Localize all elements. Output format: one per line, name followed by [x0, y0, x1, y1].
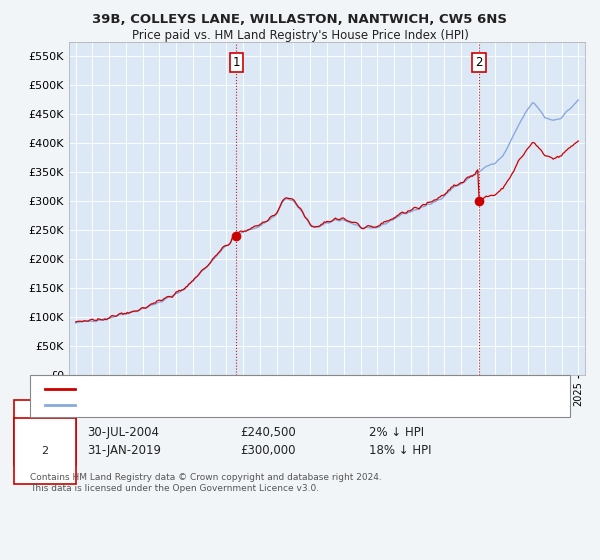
Text: 2: 2 — [41, 446, 49, 456]
Text: 30-JUL-2004: 30-JUL-2004 — [87, 426, 159, 439]
Text: 31-JAN-2019: 31-JAN-2019 — [87, 444, 161, 458]
Text: Contains HM Land Registry data © Crown copyright and database right 2024.
This d: Contains HM Land Registry data © Crown c… — [30, 473, 382, 493]
Text: 2: 2 — [475, 56, 483, 69]
Text: 39B, COLLEYS LANE, WILLASTON, NANTWICH, CW5 6NS (detached house): 39B, COLLEYS LANE, WILLASTON, NANTWICH, … — [81, 384, 467, 394]
Text: 2% ↓ HPI: 2% ↓ HPI — [369, 426, 424, 439]
Text: HPI: Average price, detached house, Cheshire East: HPI: Average price, detached house, Ches… — [81, 400, 346, 410]
Text: £240,500: £240,500 — [240, 426, 296, 439]
Text: £300,000: £300,000 — [240, 444, 296, 458]
Text: 39B, COLLEYS LANE, WILLASTON, NANTWICH, CW5 6NS: 39B, COLLEYS LANE, WILLASTON, NANTWICH, … — [92, 13, 508, 26]
Text: 1: 1 — [41, 427, 49, 437]
Text: 1: 1 — [232, 56, 240, 69]
Text: Price paid vs. HM Land Registry's House Price Index (HPI): Price paid vs. HM Land Registry's House … — [131, 29, 469, 42]
Text: 18% ↓ HPI: 18% ↓ HPI — [369, 444, 431, 458]
